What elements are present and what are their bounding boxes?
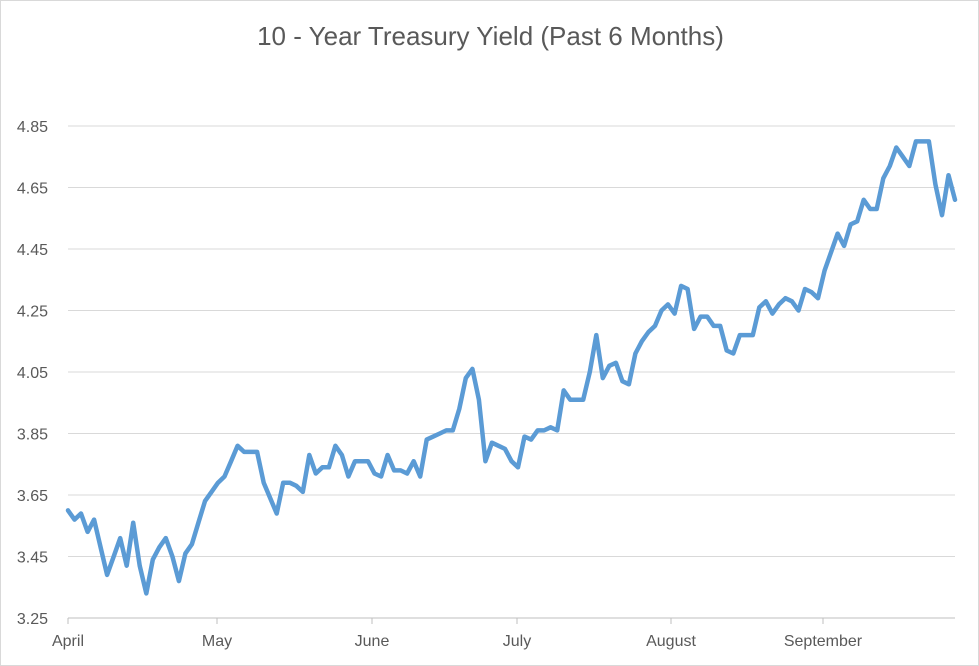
chart-title: 10 - Year Treasury Yield (Past 6 Months) — [257, 21, 724, 51]
y-tick-label: 4.05 — [17, 365, 48, 382]
y-tick-label: 4.65 — [17, 181, 48, 198]
x-tick-label: September — [784, 633, 863, 650]
x-tick-label: July — [503, 633, 531, 650]
x-tick-label: June — [355, 633, 390, 650]
y-tick-label: 4.45 — [17, 242, 48, 259]
y-tick-label: 3.85 — [17, 427, 48, 444]
y-tick-label: 3.45 — [17, 550, 48, 567]
series-line — [65, 139, 958, 596]
y-tick-label: 3.65 — [17, 488, 48, 505]
y-tick-label: 4.85 — [17, 119, 48, 136]
x-tick-label: May — [202, 633, 232, 650]
y-tick-label: 4.25 — [17, 304, 48, 321]
y-tick-label: 3.25 — [17, 611, 48, 628]
x-tick-label: August — [646, 633, 696, 650]
x-tick-label: April — [52, 633, 84, 650]
